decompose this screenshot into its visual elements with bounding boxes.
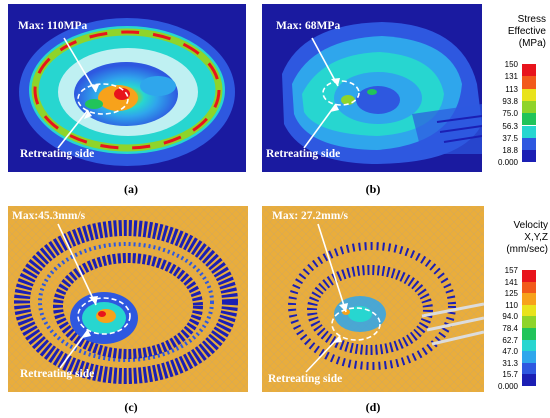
panel-label-a: (a) [124, 182, 138, 196]
stress-legend-swatch [522, 137, 536, 151]
max-annotation-d: Max: 27.2mm/s [272, 210, 349, 222]
velocity-legend-tick-label: 78.4 [502, 324, 518, 333]
velocity-legend-swatch [522, 304, 536, 317]
retreating-side-annotation-a: Retreating side [20, 148, 95, 160]
panel-label-c: (c) [124, 400, 138, 414]
velocity-mesh-image-c [8, 206, 248, 392]
velocity-legend-swatch [522, 281, 536, 294]
retreating-side-annotation-d: Retreating side [268, 373, 343, 385]
stress-legend-title-line-2: Effective [507, 26, 546, 37]
velocity-legend-tick-label: 47.0 [502, 347, 518, 357]
stress-legend-tick-label: 37.5 [502, 133, 518, 143]
velocity-legend-swatch [522, 293, 536, 305]
velocity-legend-tick-label: 157 [504, 266, 518, 275]
panel-label-d: (d) [365, 400, 381, 414]
stress-legend: Stress Effective (MPa) 150 131 113 93.8 75.0… [490, 14, 546, 168]
velocity-legend-tick-label: 15.7 [502, 370, 518, 380]
stress-legend-swatch [522, 76, 536, 89]
stress-legend-title-line-1: Stress [517, 14, 546, 25]
stress-legend-tick-label: 131 [504, 72, 518, 82]
velocity-legend-swatch [522, 270, 536, 282]
stress-legend-tick-label: 0.000 [497, 158, 518, 168]
retreating-side-annotation-c: Retreating side [20, 368, 95, 380]
velocity-legend-title-line-3: (mm/sec) [506, 244, 548, 255]
velocity-legend-tick-label: 31.3 [502, 358, 518, 368]
velocity-mesh-image-d [262, 206, 484, 392]
stress-legend-tick-label: 93.8 [502, 96, 518, 106]
velocity-legend-tick-label: 62.7 [502, 335, 518, 345]
retreating-side-annotation-b: Retreating side [266, 148, 341, 160]
stress-legend-swatch [522, 64, 536, 77]
stress-legend-tick-label: 56.3 [502, 121, 518, 131]
stress-legend-swatch [522, 150, 536, 163]
panel-c-velocity-field [8, 206, 248, 392]
panel-d-velocity-field [262, 206, 484, 392]
max-annotation-c: Max:45.3mm/s [12, 210, 86, 222]
stress-legend-swatch [522, 88, 536, 101]
velocity-legend-tick-label: 141 [504, 277, 518, 287]
velocity-legend-title: Velocity X,Y,Z (mm/sec) [506, 220, 548, 256]
stress-legend-title-line-3: (MPa) [518, 38, 546, 49]
velocity-legend-tick-label: 94.0 [502, 312, 518, 322]
stress-legend-swatch [522, 125, 536, 138]
panel-label-b: (b) [365, 182, 381, 196]
stress-legend-title: Stress Effective (MPa) [508, 14, 546, 50]
velocity-legend-swatch [522, 339, 536, 352]
velocity-legend-tick-label: 0.000 [497, 382, 518, 391]
velocity-legend-swatch [522, 374, 536, 386]
velocity-legend-tick-label: 110 [505, 300, 518, 310]
stress-legend-tick-label: 150 [504, 60, 518, 69]
velocity-legend-swatch [522, 351, 536, 363]
stress-legend-tick-label: 75.0 [502, 109, 518, 119]
velocity-legend-swatch [522, 362, 536, 375]
stress-legend-tick-label: 18.8 [502, 146, 518, 156]
velocity-legend-swatch [522, 328, 536, 340]
stress-legend-tick-label: 113 [505, 84, 518, 94]
stress-legend-swatch [522, 113, 536, 126]
velocity-legend-title-line-1: Velocity [513, 220, 548, 231]
max-annotation-a: Max: 110MPa [18, 20, 88, 32]
velocity-legend-tick-label: 125 [504, 289, 518, 299]
stress-legend-swatch [522, 100, 536, 114]
velocity-legend-swatch [522, 316, 536, 328]
max-annotation-b: Max: 68MPa [276, 20, 341, 32]
velocity-legend: Velocity X,Y,Z (mm/sec) 157 141 125 110 94.0… [490, 220, 548, 392]
velocity-legend-title-line-2: X,Y,Z [524, 232, 548, 243]
